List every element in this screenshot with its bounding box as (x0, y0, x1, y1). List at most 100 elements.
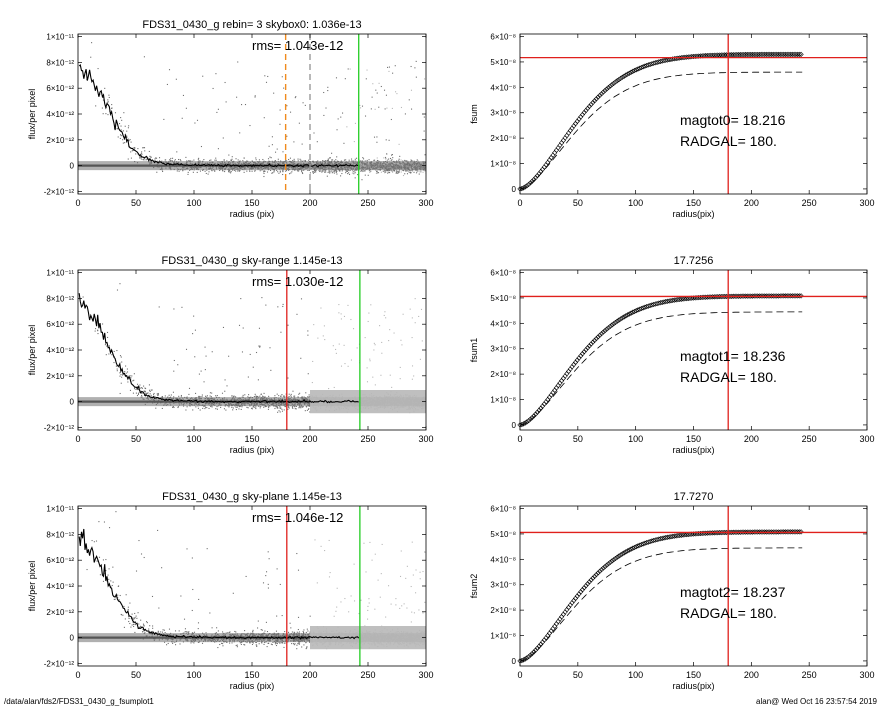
data-point (326, 175, 328, 177)
data-point (294, 408, 296, 410)
data-point (214, 169, 216, 171)
cumulative-flux-point (553, 147, 560, 153)
cumulative-flux-point (633, 67, 639, 73)
data-point (201, 394, 203, 396)
data-point (385, 171, 387, 173)
data-point (373, 349, 375, 351)
data-point (137, 392, 140, 394)
data-point (383, 170, 385, 172)
data-point (324, 171, 326, 173)
data-point (393, 170, 395, 172)
data-point (366, 159, 368, 162)
data-point (229, 170, 231, 172)
data-point (102, 113, 104, 115)
data-point (370, 108, 372, 110)
data-point (281, 76, 283, 78)
data-point (105, 113, 107, 115)
data-point (235, 396, 237, 398)
cumulative-flux-point (709, 52, 716, 58)
cumulative-flux-point (623, 72, 629, 78)
data-point (254, 95, 256, 97)
data-point (119, 137, 121, 139)
data-point (139, 157, 141, 159)
cumulative-flux-point (794, 51, 801, 57)
data-point (158, 160, 161, 162)
data-point (391, 386, 393, 388)
data-point (413, 171, 415, 173)
data-point (210, 159, 212, 161)
x-tick-label: 50 (573, 198, 583, 208)
data-point (305, 405, 307, 407)
data-point (282, 171, 284, 173)
plot-area (78, 270, 426, 430)
data-point (265, 304, 267, 306)
cumulative-flux-point (616, 76, 622, 83)
x-tick-label: 50 (131, 198, 141, 208)
data-point (277, 171, 279, 173)
data-point (392, 72, 394, 74)
data-point (267, 75, 269, 78)
data-point (228, 171, 230, 173)
data-point (186, 396, 188, 398)
data-point (308, 396, 310, 398)
data-point (336, 170, 338, 172)
cumulative-flux-point (775, 51, 782, 57)
data-point (314, 170, 316, 172)
cumulative-flux-point (720, 52, 726, 58)
data-point (390, 170, 392, 172)
data-point (321, 170, 324, 172)
data-point (203, 405, 205, 408)
mean-profile-line (78, 64, 359, 168)
data-point (136, 395, 139, 397)
data-point (388, 160, 390, 162)
x-tick-label: 0 (517, 198, 522, 208)
data-point (317, 337, 319, 339)
data-point (379, 169, 381, 171)
data-point (297, 169, 299, 171)
data-point (322, 160, 324, 162)
data-point (413, 375, 415, 377)
data-point (134, 147, 136, 149)
data-point (124, 134, 126, 136)
data-point (391, 159, 394, 161)
data-point (409, 170, 411, 172)
data-point (205, 355, 207, 357)
data-point (307, 330, 309, 332)
data-point (312, 171, 314, 173)
data-point (235, 158, 237, 160)
cumulative-flux-point (749, 51, 756, 58)
data-point (411, 365, 414, 367)
data-point (118, 123, 121, 125)
data-point (198, 373, 200, 375)
data-point (397, 160, 399, 162)
data-point (364, 337, 366, 339)
data-point (198, 160, 200, 162)
data-point (154, 160, 156, 162)
data-point (106, 331, 109, 334)
data-point (418, 315, 420, 318)
data-point (178, 170, 180, 172)
profile-1-panel: FDS31_0430_g rebin= 3 skybox0: 1.036e-13… (27, 19, 434, 219)
data-point (343, 344, 345, 346)
data-point (126, 136, 128, 138)
data-point (423, 116, 425, 118)
data-point (143, 56, 145, 58)
data-point (282, 151, 284, 153)
data-point (90, 56, 92, 58)
data-point (376, 92, 378, 94)
data-point (180, 396, 182, 398)
data-point (230, 170, 232, 173)
data-point (345, 159, 347, 161)
data-point (347, 169, 349, 171)
data-point (298, 122, 300, 124)
data-point (270, 169, 272, 172)
data-point (120, 117, 122, 119)
data-point (328, 387, 330, 390)
data-point (378, 82, 380, 84)
data-point (228, 170, 230, 172)
data-point (360, 107, 362, 109)
data-point (282, 169, 284, 172)
data-point (120, 374, 122, 376)
data-point (145, 159, 147, 161)
data-point (247, 376, 249, 378)
